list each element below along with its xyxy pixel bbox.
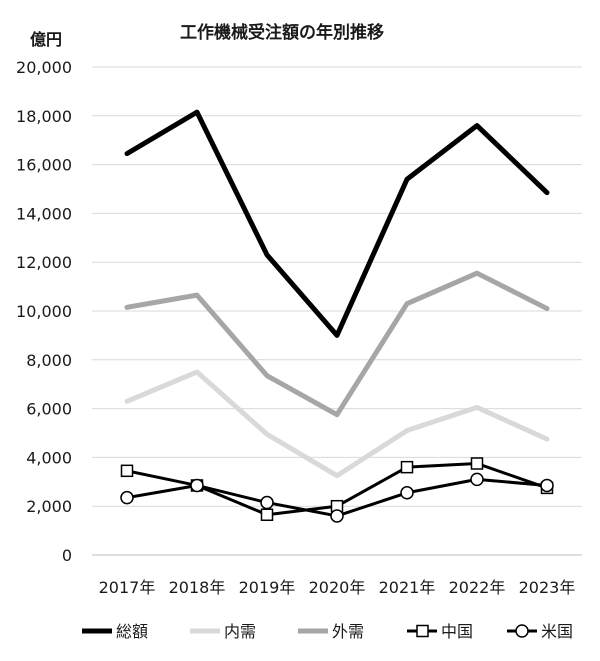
data-point-circle: [260, 495, 274, 510]
data-point-circle: [400, 486, 414, 500]
legend-label: 内需: [224, 622, 256, 641]
legend-label: 総額: [116, 622, 148, 641]
x-tick-label: 2018年: [169, 578, 226, 597]
y-tick-label: 10,000: [16, 302, 72, 321]
y-tick-label: 4,000: [26, 448, 72, 467]
y-axis-ticks: 0 2,000 4,000 6,000 8,000 10,000 12,000 14,000 1…: [16, 58, 72, 565]
chart-title: 工作機械受注額の年別推移: [180, 22, 384, 43]
data-point-circle: [190, 478, 204, 493]
x-tick-label: 2023年: [519, 578, 576, 597]
gridlines: [92, 66, 582, 556]
data-point-square: [260, 508, 274, 521]
series-line-3: [124, 270, 550, 418]
data-point-square: [400, 460, 414, 474]
data-point-circle: [540, 478, 554, 493]
x-axis-ticks: 2017年 2018年 2019年 2020年 2021年 2022年 2023年: [99, 578, 576, 597]
data-point-circle: [120, 490, 134, 505]
y-tick-label: 18,000: [16, 107, 72, 126]
legend-label: 外需: [332, 622, 364, 641]
y-tick-label: 12,000: [16, 253, 72, 272]
series-group: [120, 109, 554, 523]
series-line-1: [124, 109, 550, 338]
y-tick-label: 16,000: [16, 156, 72, 175]
y-tick-label: 2,000: [26, 497, 72, 516]
legend-label: 米国: [541, 622, 573, 641]
x-tick-label: 2017年: [99, 578, 156, 597]
y-tick-label: 0: [62, 546, 72, 565]
x-tick-label: 2022年: [449, 578, 506, 597]
data-point-circle: [330, 509, 344, 523]
x-tick-label: 2019年: [239, 578, 296, 597]
legend-marker-circle: [515, 624, 529, 638]
series-line-2: [124, 369, 550, 479]
y-tick-label: 14,000: [16, 204, 72, 223]
x-tick-label: 2021年: [379, 578, 436, 597]
data-point-square: [120, 464, 134, 478]
data-point-square: [470, 457, 484, 470]
legend-label: 中国: [441, 622, 473, 641]
data-point-circle: [470, 472, 484, 487]
x-tick-label: 2020年: [309, 578, 366, 597]
legend-marker-square: [416, 624, 429, 638]
y-axis-unit-label: 億円: [30, 30, 62, 49]
y-tick-label: 6,000: [26, 400, 72, 419]
legend: 総額 内需 外需 中国 米国: [82, 622, 573, 641]
y-tick-label: 20,000: [16, 58, 72, 77]
y-tick-label: 8,000: [26, 351, 72, 370]
